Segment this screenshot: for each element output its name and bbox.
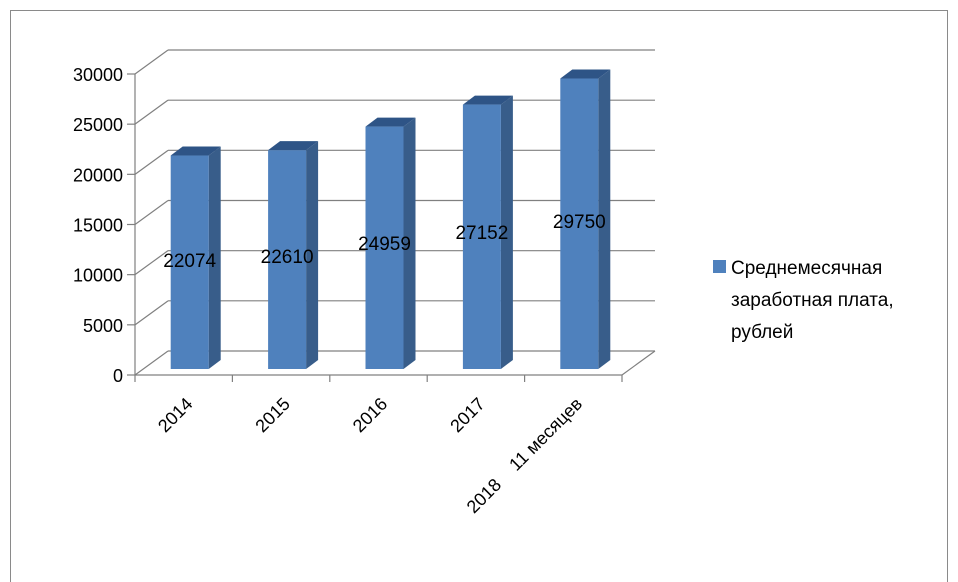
bar-front xyxy=(268,150,307,369)
y-tick-label: 15000 xyxy=(73,216,123,236)
bar-top xyxy=(462,95,513,105)
bar-front xyxy=(365,126,404,369)
x-tick-label: 2016 xyxy=(349,394,391,436)
side-gridline xyxy=(134,250,169,276)
data-label: 29750 xyxy=(553,212,606,233)
data-label: 24959 xyxy=(358,234,411,255)
y-tick-label: 0 xyxy=(113,366,123,386)
x-tick-label: 2014 xyxy=(154,394,196,436)
y-tick-label: 5000 xyxy=(83,316,123,336)
legend-line-2: заработная плата, xyxy=(731,290,894,311)
data-label: 22610 xyxy=(261,247,314,268)
legend-line-1: Среднемесячная xyxy=(731,258,882,279)
bar-front xyxy=(560,78,599,369)
x-tick-label: 2017 xyxy=(446,394,488,436)
side-gridline xyxy=(134,200,169,225)
y-axis-ticks: 0 5000 10000 15000 20000 25000 30000 xyxy=(73,65,123,386)
side-gridline xyxy=(134,149,169,175)
bar-side xyxy=(403,117,416,369)
bar-side xyxy=(500,95,513,369)
bar-front xyxy=(170,155,209,369)
side-gridline xyxy=(134,300,169,326)
bar-side xyxy=(208,146,221,369)
y-tick-label: 30000 xyxy=(73,65,123,85)
side-gridline xyxy=(134,99,169,125)
x-tick-label: 2015 xyxy=(251,394,293,436)
y-tick-label: 20000 xyxy=(73,165,123,185)
bars xyxy=(170,69,611,369)
bar-top xyxy=(560,69,611,79)
side-gridline xyxy=(134,49,169,75)
legend-line-3: рублей xyxy=(731,322,793,343)
y-tick-label: 25000 xyxy=(73,115,123,135)
bar-front xyxy=(462,104,501,369)
legend-swatch xyxy=(713,260,726,273)
data-labels: 22074 22610 24959 27152 29750 xyxy=(163,212,605,272)
data-label: 22074 xyxy=(163,251,216,272)
floor-right-edge xyxy=(621,350,656,376)
bar-side xyxy=(598,69,611,369)
legend: Среднемесячная заработная плата, рублей xyxy=(713,258,894,343)
bar-top xyxy=(268,141,319,151)
y-tick-label: 10000 xyxy=(73,266,123,286)
side-gridline xyxy=(134,350,169,376)
data-label: 27152 xyxy=(455,223,508,244)
bar-top xyxy=(365,117,416,127)
bar-top xyxy=(170,146,221,156)
bar-side xyxy=(306,141,319,369)
